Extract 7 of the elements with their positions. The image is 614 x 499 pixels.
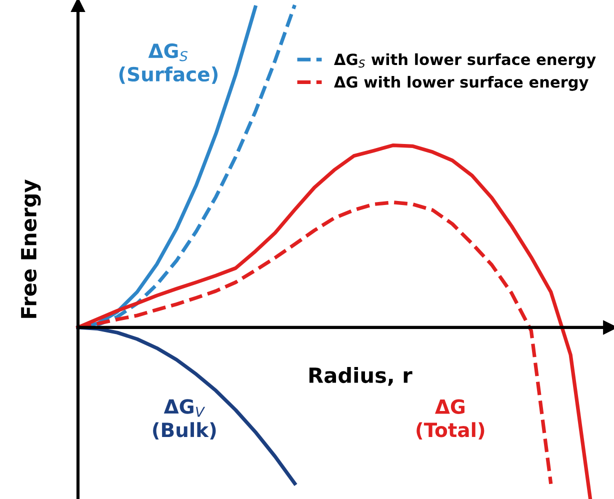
annotation: ΔG$_{S}$ (Surface) bbox=[119, 43, 218, 84]
annotation: ΔG$_{V}$ (Bulk) bbox=[153, 399, 216, 440]
legend-label: ΔG$_{S}$ with lower surface energy bbox=[334, 53, 596, 68]
legend-label: ΔG with lower surface energy bbox=[334, 76, 588, 91]
x-axis-title: Radius, r bbox=[309, 366, 412, 386]
y-axis-title: Free Energy bbox=[21, 180, 41, 318]
annotation: ΔG (Total) bbox=[416, 399, 484, 440]
